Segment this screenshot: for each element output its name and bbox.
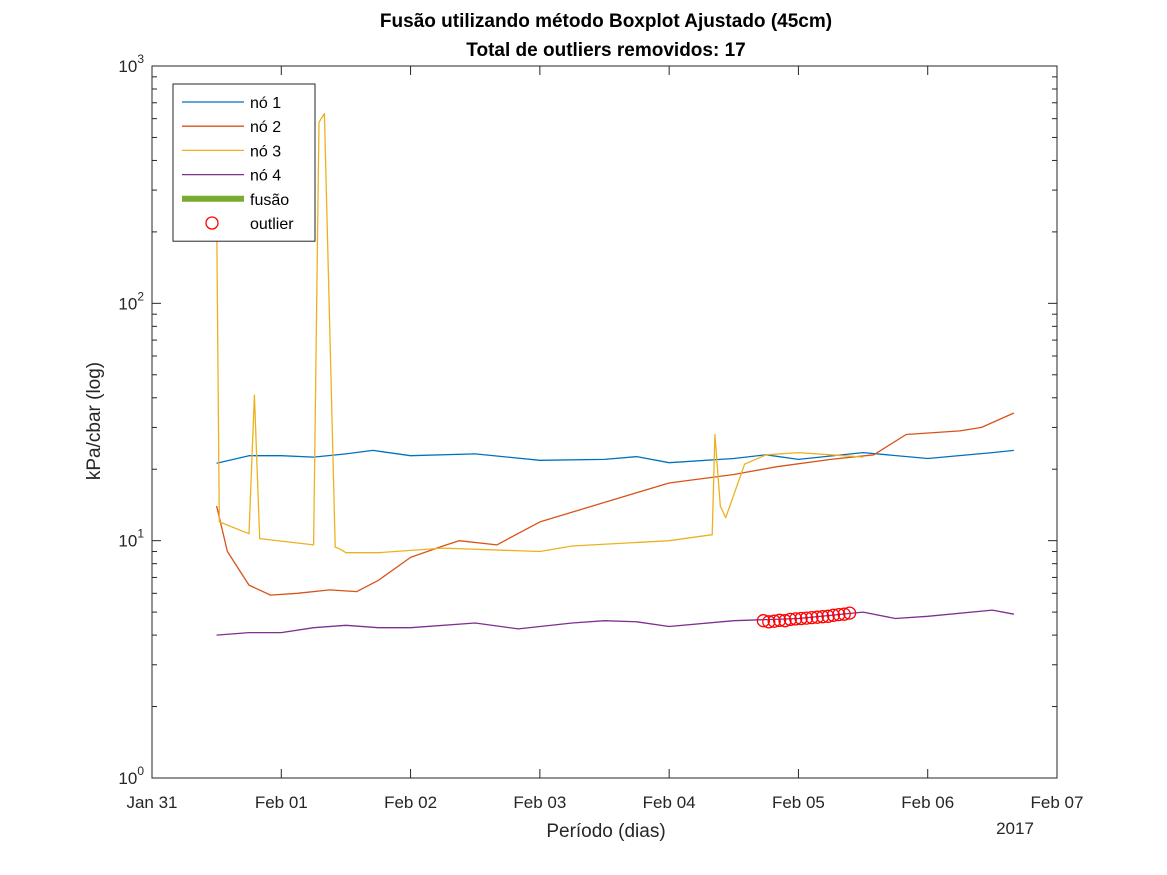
x-tick-label: Feb 05 (772, 793, 825, 812)
outlier-markers (756, 606, 857, 629)
x-year-label: 2017 (996, 819, 1034, 838)
series-3-line (215, 112, 864, 554)
x-tick-label: Feb 02 (384, 793, 437, 812)
legend-label: fusão (250, 192, 289, 209)
outlier-point (767, 614, 781, 628)
y-tick-label: 102 (118, 289, 144, 313)
outlier-point (789, 612, 803, 626)
outlier-point (783, 612, 797, 627)
legend-label: nó 2 (250, 119, 281, 136)
x-tick-label: Feb 03 (513, 793, 566, 812)
y-axis-label: kPa/cbar (log) (84, 362, 105, 480)
x-tick-label: Feb 04 (643, 793, 696, 812)
outlier-point (805, 610, 819, 625)
outlier-point (832, 607, 846, 622)
legend-label: outlier (250, 216, 294, 233)
legend-box (172, 83, 316, 242)
outlier-point (794, 611, 808, 626)
axes: Jan 31 Feb 01 Feb 02 Feb 03 Feb 04 Feb 05 Feb … (118, 52, 1083, 812)
x-tick-label: Feb 06 (901, 793, 954, 812)
legend: nó 1 nó 2 nó 3 nó 4 fusão outlier (172, 83, 316, 242)
x-tick-label: Feb 07 (1031, 793, 1084, 812)
outlier-point (772, 613, 787, 627)
plot-area (215, 112, 1015, 636)
outlier-point (816, 610, 830, 624)
legend-label: nó 3 (250, 143, 281, 160)
plot-frame (151, 65, 1058, 779)
outlier-point (842, 606, 857, 620)
x-tick-label: Jan 31 (126, 793, 177, 812)
outlier-point (756, 614, 771, 628)
series-2-line (215, 412, 1015, 596)
legend-label: nó 1 (250, 95, 281, 112)
y-tick-label: 103 (118, 52, 144, 76)
chart-title: Fusão utilizando método Boxplot Ajustado… (380, 11, 832, 32)
outlier-point (778, 614, 792, 628)
outlier-point (826, 608, 841, 622)
y-tick-label: 101 (118, 527, 144, 551)
outlier-point (799, 611, 814, 625)
y-tick-label: 100 (118, 764, 144, 788)
legend-swatch-circle (205, 216, 219, 230)
series-1-line (216, 449, 1014, 464)
outlier-point (810, 610, 824, 624)
x-axis-label: Período (dias) (546, 821, 665, 842)
outlier-point (762, 615, 776, 629)
outlier-point (821, 609, 835, 623)
series-4-line (216, 609, 1015, 636)
x-tick-label: Feb 01 (255, 793, 308, 812)
legend-label: nó 4 (250, 168, 281, 185)
chart-subtitle: Total de outliers removidos: 17 (466, 40, 745, 61)
outlier-point (837, 607, 851, 621)
